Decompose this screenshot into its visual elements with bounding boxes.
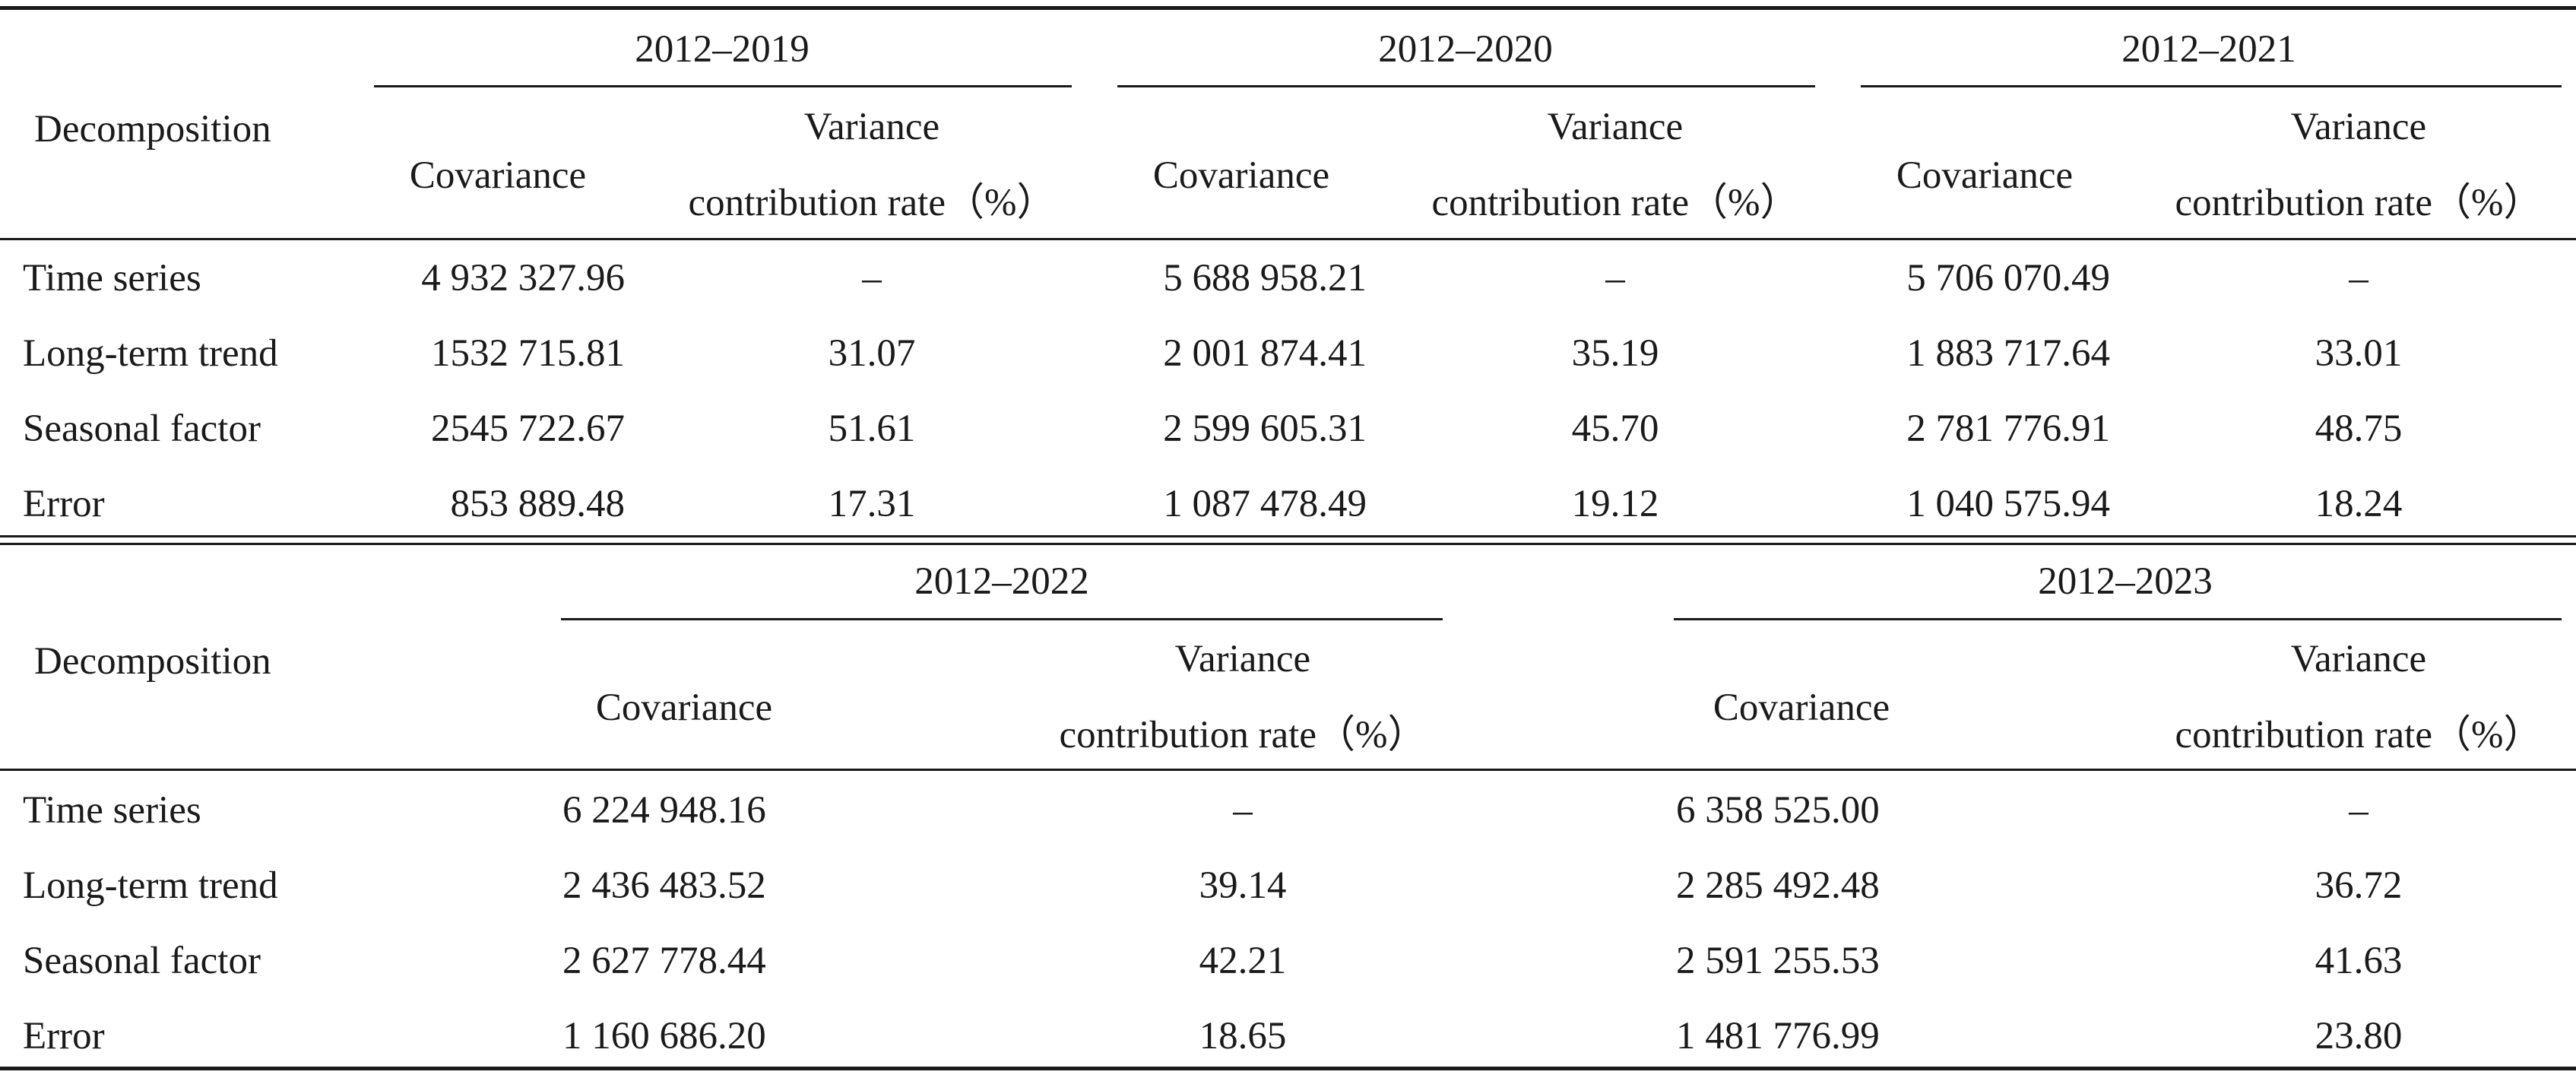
table-cell: 35.19 xyxy=(1571,332,1659,375)
covariance-header: Covariance xyxy=(409,154,587,197)
double-rule-bottom xyxy=(0,543,2576,545)
table-cell: 2 627 778.44 xyxy=(562,940,766,982)
top-rule xyxy=(0,6,2576,10)
table-cell: 39.14 xyxy=(1199,864,1287,907)
covariance-header: Covariance xyxy=(1896,154,2074,197)
header-rule xyxy=(0,769,2576,771)
period-header: 2012–2019 xyxy=(635,28,810,71)
table-cell: – xyxy=(862,257,882,300)
period-header: 2012–2021 xyxy=(2121,28,2296,71)
covariance-header: Covariance xyxy=(595,686,773,729)
table-cell: 23.80 xyxy=(2315,1015,2403,1057)
table-cell: 18.65 xyxy=(1199,1015,1287,1057)
period-underline xyxy=(1674,618,2562,620)
period-header: 2012–2022 xyxy=(914,560,1089,603)
table-cell: – xyxy=(1233,789,1253,832)
covariance-header: Covariance xyxy=(1152,154,1330,197)
table-cell: 853 889.48 xyxy=(450,483,626,525)
table-cell: 6 358 525.00 xyxy=(1676,789,1880,832)
table-cell: 2 599 605.31 xyxy=(1163,407,1367,450)
table-cell: – xyxy=(1605,257,1625,300)
variance-header: contribution rate（%） xyxy=(2175,182,2543,224)
variance-header: contribution rate（%） xyxy=(1059,714,1427,756)
period-underline xyxy=(1117,85,1815,87)
table-cell: 36.72 xyxy=(2315,864,2403,907)
table-cell: 4 932 327.96 xyxy=(421,257,625,300)
table-cell: 33.01 xyxy=(2315,332,2403,375)
table-cell: 2 285 492.48 xyxy=(1676,864,1880,907)
covariance-header: Covariance xyxy=(1713,686,1890,729)
row-header-decomposition: Decomposition xyxy=(34,640,271,683)
double-rule-top xyxy=(0,535,2576,537)
table-cell: 1 481 776.99 xyxy=(1676,1015,1880,1057)
table-cell: 2545 722.67 xyxy=(431,407,625,450)
table-cell: 18.24 xyxy=(2315,483,2403,525)
table-cell: – xyxy=(2349,789,2368,832)
period-underline xyxy=(561,618,1443,620)
table-cell: 5 706 070.49 xyxy=(1906,257,2110,300)
table-cell: 51.61 xyxy=(828,407,916,450)
header-rule xyxy=(0,238,2576,240)
table-cell: 1 040 575.94 xyxy=(1906,483,2110,525)
variance-header: Variance xyxy=(1174,638,1311,680)
table-cell: – xyxy=(2349,257,2368,300)
row-label: Time series xyxy=(23,789,201,832)
table-cell: 2 436 483.52 xyxy=(562,864,766,907)
table-cell: 41.63 xyxy=(2315,940,2403,982)
period-header: 2012–2020 xyxy=(1378,28,1553,71)
row-header-decomposition: Decomposition xyxy=(34,108,271,151)
table-cell: 48.75 xyxy=(2315,407,2403,450)
table-cell: 19.12 xyxy=(1571,483,1659,525)
row-label: Seasonal factor xyxy=(23,940,261,982)
table-cell: 2 591 255.53 xyxy=(1676,940,1880,982)
table-cell: 31.07 xyxy=(828,332,916,375)
table-cell: 2 781 776.91 xyxy=(1906,407,2110,450)
table-cell: 42.21 xyxy=(1199,940,1287,982)
table-cell: 6 224 948.16 xyxy=(562,789,766,832)
period-underline xyxy=(374,85,1072,87)
row-label: Long-term trend xyxy=(23,332,278,375)
variance-header: contribution rate（%） xyxy=(2175,714,2543,756)
bottom-rule xyxy=(0,1067,2576,1070)
variance-header: Variance xyxy=(2290,106,2427,148)
table-cell: 1 883 717.64 xyxy=(1906,332,2110,375)
row-label: Error xyxy=(23,483,105,525)
table-cell: 1 160 686.20 xyxy=(562,1015,766,1057)
row-label: Error xyxy=(23,1015,105,1057)
row-label: Seasonal factor xyxy=(23,407,261,450)
table-cell: 17.31 xyxy=(828,483,916,525)
row-label: Long-term trend xyxy=(23,864,278,907)
table-cell: 5 688 958.21 xyxy=(1163,257,1367,300)
table-cell: 1 087 478.49 xyxy=(1163,483,1367,525)
period-underline xyxy=(1861,85,2562,87)
variance-header: Variance xyxy=(803,106,940,148)
variance-header: contribution rate（%） xyxy=(688,182,1056,224)
variance-header: Variance xyxy=(2290,638,2427,680)
row-label: Time series xyxy=(23,257,201,300)
table-cell: 1532 715.81 xyxy=(431,332,625,375)
variance-header: contribution rate（%） xyxy=(1431,182,1799,224)
variance-header: Variance xyxy=(1547,106,1684,148)
table-cell: 2 001 874.41 xyxy=(1163,332,1367,375)
period-header: 2012–2023 xyxy=(2038,560,2213,603)
table-cell: 45.70 xyxy=(1571,407,1659,450)
